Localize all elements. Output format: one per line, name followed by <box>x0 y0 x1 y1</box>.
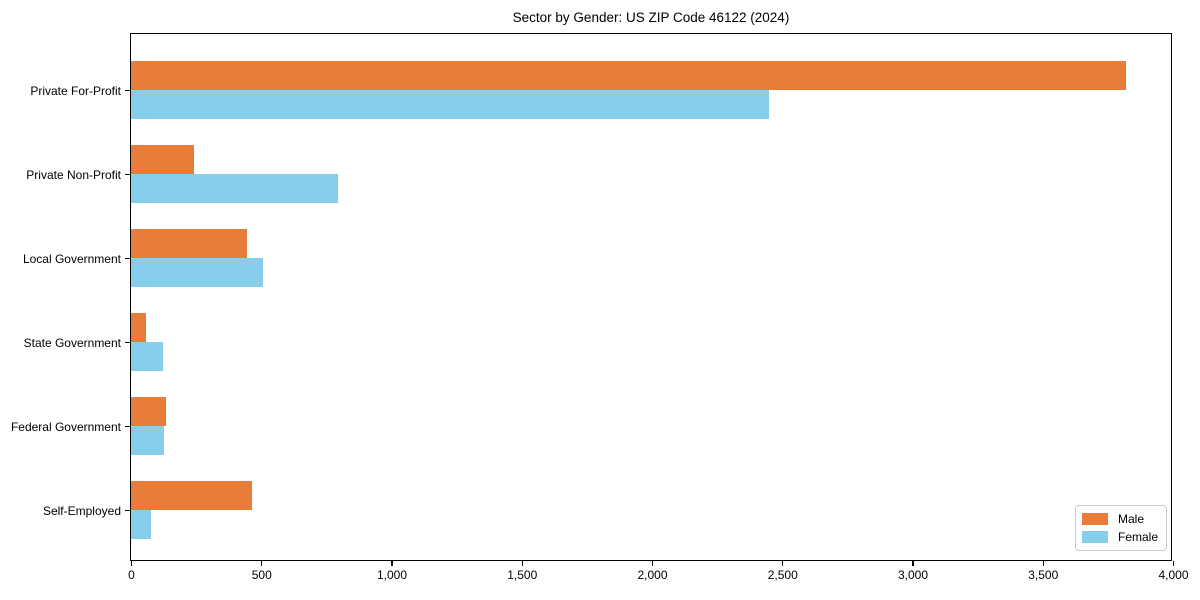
bars-layer <box>131 34 1171 560</box>
bar-female-state-government <box>131 342 163 371</box>
y-tick-label-state-government: State Government <box>23 335 121 350</box>
x-tick-mark <box>521 561 523 566</box>
x-tick-label-1500: 1,500 <box>507 568 538 582</box>
x-tick-mark <box>261 561 263 566</box>
bar-male-self-employed <box>131 481 253 510</box>
y-tick-label-local-government: Local Government <box>22 251 121 266</box>
x-tick-label-2500: 2,500 <box>767 568 798 582</box>
legend-item-female: Female <box>1081 530 1158 544</box>
plot-area: Male Female <box>130 33 1172 561</box>
y-tick-label-private-non-profit: Private Non-Profit <box>26 167 121 182</box>
x-tick-label-4000: 4,000 <box>1158 568 1189 582</box>
y-tick-label-private-for-profit: Private For-Profit <box>30 83 121 98</box>
legend-swatch-female <box>1081 531 1108 543</box>
x-tick-mark <box>651 561 654 566</box>
x-tick-mark <box>912 561 914 566</box>
y-tick-mark <box>125 341 130 344</box>
legend-label-female: Female <box>1117 530 1158 544</box>
y-tick-mark <box>125 89 130 92</box>
legend-swatch-male <box>1081 513 1108 525</box>
x-tick-mark <box>1042 561 1044 566</box>
y-tick-mark <box>125 509 130 512</box>
x-tick-label-3500: 3,500 <box>1028 568 1059 582</box>
x-tick-mark <box>782 561 784 566</box>
legend: Male Female <box>1074 505 1167 551</box>
y-tick-mark <box>125 173 130 176</box>
bar-female-self-employed <box>131 510 152 539</box>
bar-male-state-government <box>131 313 147 342</box>
y-tick-label-self-employed: Self-Employed <box>42 503 121 518</box>
bar-female-local-government <box>131 258 263 287</box>
x-tick-mark <box>1172 561 1175 566</box>
x-tick-mark <box>130 561 133 566</box>
y-tick-mark <box>125 425 130 428</box>
bar-male-local-government <box>131 229 247 258</box>
x-tick-label-500: 500 <box>251 568 272 582</box>
x-tick-label-2000: 2,000 <box>637 568 668 582</box>
bar-male-private-non-profit <box>131 145 194 174</box>
x-tick-label-0: 0 <box>128 568 135 582</box>
bar-female-private-non-profit <box>131 174 339 203</box>
bar-male-private-for-profit <box>131 61 1127 90</box>
legend-item-male: Male <box>1081 512 1158 526</box>
y-tick-label-federal-government: Federal Government <box>10 419 121 434</box>
bar-female-private-for-profit <box>131 90 770 119</box>
chart-title: Sector by Gender: US ZIP Code 46122 (202… <box>512 10 790 25</box>
x-tick-mark <box>391 561 393 566</box>
legend-label-male: Male <box>1117 512 1144 526</box>
x-tick-label-3000: 3,000 <box>897 568 929 582</box>
x-tick-label-1000: 1,000 <box>376 568 408 582</box>
bar-female-federal-government <box>131 426 165 455</box>
y-tick-mark <box>125 257 130 260</box>
bar-male-federal-government <box>131 397 166 426</box>
